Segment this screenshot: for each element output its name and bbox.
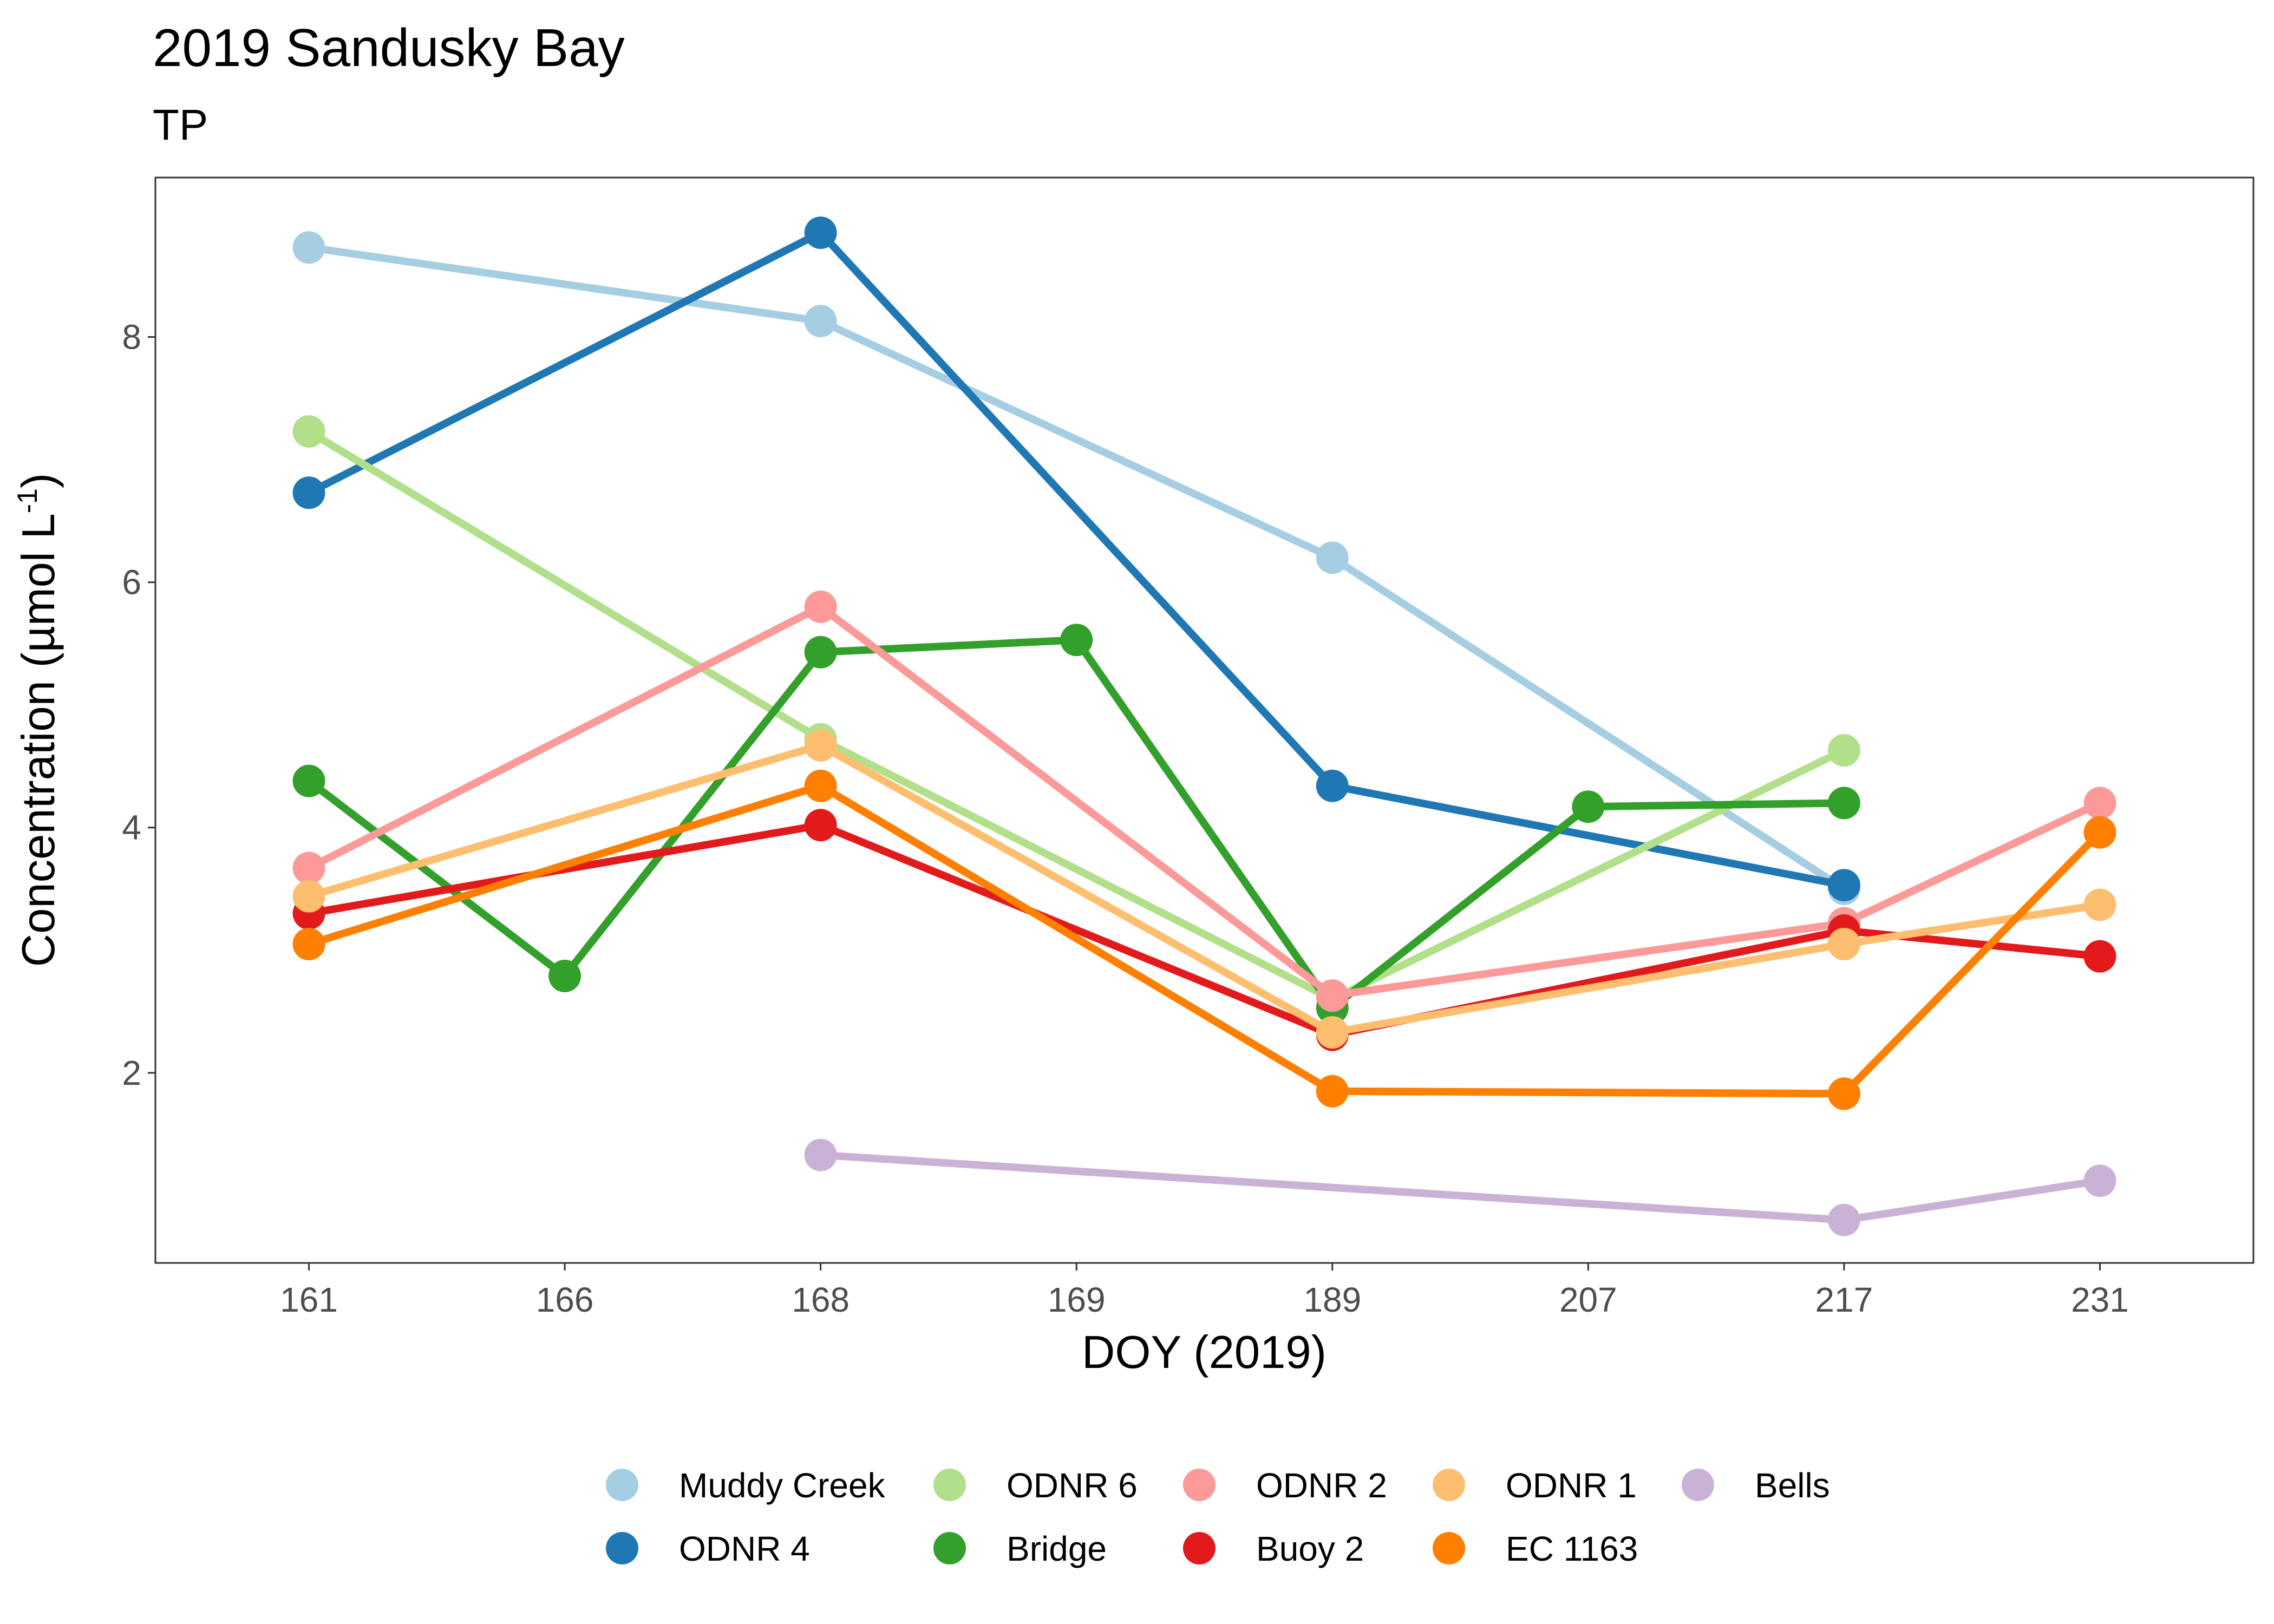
data-point-ec-1163-217 [1827, 1077, 1860, 1110]
series-layer [292, 216, 2116, 1236]
legend-key-muddy-creek [606, 1469, 638, 1501]
series-odnr-1 [292, 729, 2116, 1049]
data-point-odnr-6-161 [292, 415, 325, 448]
data-point-ec-1163-168 [804, 769, 837, 802]
legend-item-muddy-creek: Muddy Creek [606, 1466, 886, 1505]
data-point-ec-1163-161 [292, 927, 325, 960]
data-point-odnr-2-168 [804, 590, 837, 623]
legend-label-muddy-creek: Muddy Creek [679, 1466, 886, 1505]
series-bridge [292, 624, 1860, 1024]
legend-label-buoy-2: Buoy 2 [1256, 1529, 1364, 1568]
y-axis-title-superscript: -1 [12, 488, 43, 513]
data-point-odnr-1-231 [2083, 888, 2116, 921]
plot-panel [154, 176, 2255, 1264]
data-point-ec-1163-231 [2083, 816, 2116, 849]
data-point-ec-1163-189 [1316, 1075, 1349, 1108]
legend-key-odnr-1 [1433, 1469, 1465, 1501]
data-point-muddy-creek-168 [804, 305, 837, 338]
legend-key-bells [1682, 1469, 1714, 1501]
series-line-muddy-creek [308, 244, 1846, 892]
data-point-bridge-217 [1827, 787, 1860, 820]
chart-title: 2019 Sandusky Bay [153, 18, 625, 77]
legend-item-odnr-6: ODNR 6 [933, 1466, 1138, 1505]
legend-item-ec-1163: EC 1163 [1433, 1529, 1638, 1568]
series-line-odnr-4 [307, 228, 1845, 889]
x-tick-label-168: 168 [792, 1280, 850, 1319]
legend-item-odnr-4: ODNR 4 [606, 1529, 810, 1568]
legend: Muddy Creek ODNR 6 ODNR 2 ODNR 1 Bells ODNR 4… [606, 1466, 1830, 1568]
y-axis-title-main: Concentration (µmol L [13, 513, 64, 967]
legend-key-odnr-2 [1183, 1469, 1216, 1501]
legend-key-odnr-6 [933, 1469, 966, 1501]
x-tick-label-189: 189 [1303, 1280, 1361, 1319]
legend-label-odnr-2: ODNR 2 [1256, 1466, 1387, 1505]
y-tick-label-2: 2 [122, 1053, 141, 1092]
data-point-bridge-166 [548, 959, 581, 992]
legend-key-buoy-2 [1183, 1532, 1216, 1564]
data-point-odnr-2-161 [292, 852, 325, 885]
legend-item-bridge: Bridge [933, 1529, 1107, 1568]
x-tick-label-217: 217 [1815, 1280, 1873, 1319]
data-point-bells-217 [1827, 1203, 1860, 1236]
data-point-buoy-2-168 [804, 809, 837, 842]
data-point-odnr-1-217 [1827, 927, 1860, 960]
legend-label-ec-1163: EC 1163 [1506, 1529, 1638, 1568]
y-axis: 2 4 6 8 [122, 318, 155, 1092]
legend-item-buoy-2: Buoy 2 [1183, 1529, 1364, 1568]
data-point-odnr-1-189 [1316, 1016, 1349, 1049]
series-line-odnr-6 [306, 428, 1846, 1003]
y-axis-title-close: ) [13, 473, 64, 488]
data-point-bridge-207 [1572, 790, 1605, 823]
legend-label-bells: Bells [1755, 1466, 1830, 1505]
data-point-bridge-161 [292, 764, 325, 797]
x-tick-label-231: 231 [2071, 1280, 2129, 1319]
legend-item-odnr-2: ODNR 2 [1183, 1466, 1387, 1505]
data-point-muddy-creek-161 [292, 231, 325, 264]
x-tick-label-207: 207 [1559, 1280, 1617, 1319]
x-tick-label-161: 161 [280, 1280, 338, 1319]
data-point-odnr-6-217 [1827, 734, 1860, 767]
legend-item-bells: Bells [1682, 1466, 1830, 1505]
data-point-bridge-169 [1060, 624, 1093, 657]
series-odnr-4 [292, 216, 1860, 902]
data-point-odnr-4-161 [292, 476, 325, 509]
legend-key-odnr-4 [606, 1532, 638, 1564]
chart-subtitle: TP [153, 101, 208, 149]
data-point-buoy-2-231 [2083, 940, 2116, 973]
legend-label-odnr-1: ODNR 1 [1506, 1466, 1637, 1505]
x-axis: 161 166 168 169 189 207 217 231 [280, 1263, 2129, 1319]
data-point-bridge-168 [804, 636, 837, 669]
legend-key-ec-1163 [1433, 1532, 1465, 1564]
y-tick-label-4: 4 [122, 808, 141, 847]
data-point-odnr-4-217 [1827, 869, 1860, 902]
y-tick-label-6: 6 [122, 563, 141, 602]
data-point-bells-231 [2083, 1164, 2116, 1197]
x-axis-title: DOY (2019) [1082, 1327, 1327, 1378]
data-point-odnr-1-161 [292, 880, 325, 913]
data-point-odnr-4-189 [1316, 769, 1349, 802]
data-point-odnr-1-168 [804, 729, 837, 762]
data-point-odnr-4-168 [804, 216, 837, 249]
x-tick-label-169: 169 [1048, 1280, 1106, 1319]
series-bells [804, 1138, 2116, 1236]
data-point-odnr-2-189 [1316, 979, 1349, 1012]
data-point-bells-168 [804, 1138, 837, 1171]
legend-label-odnr-4: ODNR 4 [679, 1529, 810, 1568]
legend-label-bridge: Bridge [1007, 1529, 1107, 1568]
x-tick-label-166: 166 [536, 1280, 594, 1319]
legend-key-bridge [933, 1532, 966, 1564]
legend-label-odnr-6: ODNR 6 [1007, 1466, 1138, 1505]
legend-item-odnr-1: ODNR 1 [1433, 1466, 1637, 1505]
data-point-odnr-2-231 [2083, 787, 2116, 820]
data-point-muddy-creek-189 [1316, 541, 1349, 574]
series-ec-1163 [292, 769, 2116, 1110]
series-odnr-2 [292, 590, 2116, 1012]
y-axis-title: Concentration (µmol L-1) [12, 473, 64, 967]
y-tick-label-8: 8 [122, 318, 141, 357]
